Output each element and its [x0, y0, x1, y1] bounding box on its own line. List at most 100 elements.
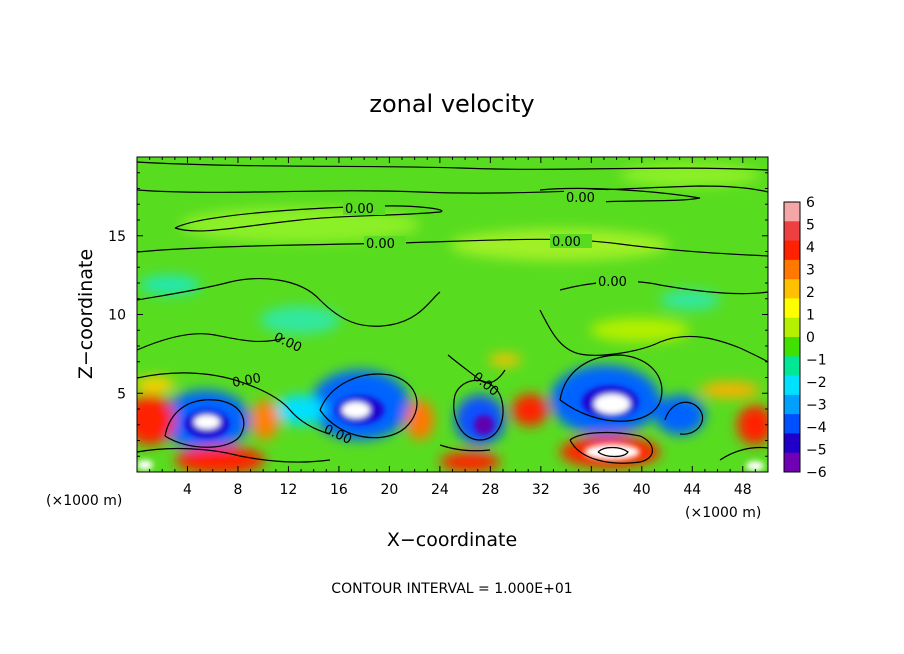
y-tick-label: 10 [108, 308, 126, 324]
colorbar-tick-label: −2 [806, 375, 827, 391]
core-white-left [194, 415, 220, 429]
x-unit-label: (×1000 m) [685, 505, 761, 521]
colorbar-segment [784, 240, 800, 261]
contour-line [164, 399, 245, 448]
contour-label: 0.00 [366, 237, 395, 252]
colorbar-tick-label: 0 [806, 330, 815, 346]
contour-label-bg [564, 190, 606, 204]
colorbar-tick-label: 1 [806, 308, 815, 324]
colorbar-segment [784, 317, 800, 338]
colorbar-segment [784, 375, 800, 396]
x-axis: 4 8 12 16 20 24 28 32 36 40 44 48 [149, 157, 756, 498]
contour-lines [137, 161, 768, 464]
contour-line [137, 185, 768, 194]
core-white-bottom [584, 444, 640, 460]
blob-orange-1 [251, 400, 279, 440]
contour-line [447, 354, 506, 384]
blob-blue-far-right [655, 395, 705, 435]
contour-interval-note: CONTOUR INTERVAL = 1.000E+01 [331, 581, 572, 597]
contour-line [559, 280, 768, 295]
x-tick-label: 44 [683, 482, 701, 498]
blob-red-bottom [440, 452, 500, 472]
x-tick-label: 24 [431, 482, 449, 498]
blob-red-mid [512, 394, 548, 426]
contour-label: 0.00 [598, 275, 627, 290]
colorbar-tick-label: 2 [806, 285, 815, 301]
colorbar-tick-label: −1 [806, 353, 827, 369]
contour-label-bg [343, 201, 385, 215]
colorbar-segment [784, 202, 800, 222]
x-tick-label: 36 [582, 482, 600, 498]
colorbar-segment [784, 394, 800, 415]
contour-label-bg [364, 236, 406, 250]
colorbar-tick-label: −6 [806, 465, 827, 481]
contour-line [137, 161, 768, 171]
blob-upper-light-3 [620, 163, 760, 187]
colorbar-segment [784, 337, 800, 357]
colorbar-tick-label: −5 [806, 443, 827, 459]
contour-line [597, 446, 629, 458]
core-white-corner [137, 460, 153, 470]
blob-upper-cyan-2 [260, 306, 340, 334]
colorbar-tick-label: −3 [806, 398, 827, 414]
blob-upper-cyan-1 [140, 275, 200, 295]
colorbar-segment [784, 221, 800, 242]
contour-line [539, 187, 701, 203]
colorbar-segment [784, 356, 800, 377]
colorbar-tick-label: 6 [806, 195, 815, 211]
chart-title: zonal velocity [369, 90, 534, 118]
blob-cyan-center [275, 395, 325, 425]
x-tick-label: 16 [330, 482, 348, 498]
x-tick-label: 20 [380, 482, 398, 498]
colorbar-segment [784, 414, 800, 434]
contour-label: 0.00 [345, 202, 374, 217]
blob-yellow-center [489, 354, 521, 366]
contour-line [137, 333, 286, 351]
x-tick-label: 8 [233, 482, 242, 498]
colorbar-segment [784, 279, 800, 299]
contour-line [319, 373, 418, 439]
field-cores [137, 386, 764, 471]
core-white-right [594, 394, 630, 414]
y-axis-label: Z−coordinate [75, 249, 97, 379]
plot-area: 0.00 0.00 0.00 0.00 0.00 0.00 0.00 0.00 … [137, 157, 768, 472]
blob-orange-2 [406, 400, 434, 440]
colorbar-tick-label: 5 [806, 218, 815, 234]
contour-line [539, 309, 768, 363]
blob-red-right [737, 405, 768, 445]
core-purple-mid [474, 415, 494, 435]
contour-line [559, 354, 663, 422]
y-unit-label: (×1000 m) [46, 493, 122, 509]
core-white-center [342, 402, 370, 418]
x-tick-label: 4 [183, 482, 192, 498]
contour-label-bg [550, 234, 592, 248]
contour-line [439, 444, 491, 452]
blob-upper-yellow [590, 318, 690, 342]
y-axis: 5 10 15 [108, 172, 768, 457]
colorbar-tick-label: −4 [806, 420, 827, 436]
contour-line [174, 205, 443, 232]
contour-line [569, 431, 653, 464]
colorbar-tick-label: 3 [806, 263, 815, 279]
colorbar-segment [784, 452, 800, 473]
contour-line [719, 446, 768, 461]
x-axis-label: X−coordinate [387, 529, 517, 551]
colorbar: 6 5 4 3 2 1 0 −1 −2 −3 −4 −5 −6 [783, 195, 827, 481]
x-tick-label: 28 [481, 482, 499, 498]
blob-orange-right [700, 382, 760, 398]
blob-yellow-left [137, 377, 175, 393]
colorbar-segment [784, 259, 800, 280]
contour-label: 0.00 [552, 235, 581, 250]
core-white-corner-right [746, 461, 764, 471]
x-tick-label: 12 [280, 482, 298, 498]
x-tick-label: 32 [532, 482, 550, 498]
colorbar-frame [783, 201, 801, 473]
contour-line [664, 401, 704, 435]
blob-red-bottom-left [175, 446, 265, 472]
contour-label: 0.00 [566, 191, 595, 206]
contour-line [137, 447, 331, 463]
colorbar-segment [784, 433, 800, 454]
x-tick-label: 48 [734, 482, 752, 498]
contour-line [137, 238, 768, 257]
